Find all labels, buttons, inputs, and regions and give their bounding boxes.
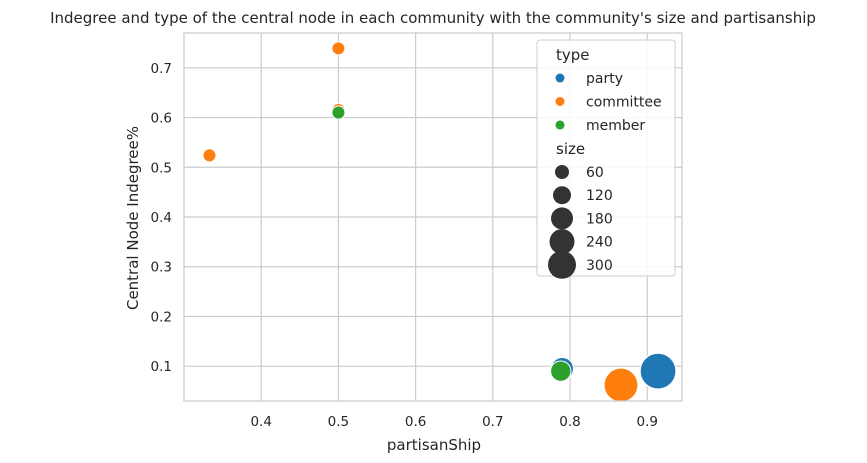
y-tick-labels: 0.1 0.2 0.3 0.4 0.5 0.6 0.7 [151, 61, 172, 375]
data-point-committee [603, 367, 639, 403]
y-tick-label: 0.6 [151, 111, 172, 127]
x-tick-label: 0.6 [405, 414, 426, 430]
legend-size-marker [549, 229, 575, 255]
x-tick-label: 0.5 [328, 414, 349, 430]
legend-size-label: 120 [586, 188, 613, 204]
legend-party-label: party [586, 71, 623, 87]
data-point-party [639, 352, 677, 390]
legend-party-marker [555, 73, 565, 83]
y-axis-label: Central Node Indegree% [124, 126, 142, 310]
x-axis-label: partisanShip [387, 436, 481, 454]
legend-size-marker [551, 207, 573, 230]
x-tick-label: 0.4 [250, 414, 271, 430]
legend-size-label: 300 [586, 258, 613, 274]
y-tick-label: 0.4 [151, 210, 172, 226]
legend-size-marker [553, 186, 571, 205]
legend-type-title: type [556, 46, 590, 64]
legend-size-marker [548, 250, 576, 279]
data-point-member [331, 105, 346, 120]
y-tick-label: 0.2 [151, 309, 172, 325]
y-tick-label: 0.1 [151, 359, 172, 375]
legend-committee-label: committee [586, 95, 662, 111]
x-tick-label: 0.7 [482, 414, 503, 430]
y-tick-label: 0.5 [151, 160, 172, 176]
plot-frame [183, 32, 683, 402]
legend-size-title: size [556, 140, 585, 158]
data-point-committee [202, 148, 217, 163]
legend-size-label: 180 [586, 211, 613, 227]
x-tick-labels: 0.4 0.5 0.6 0.7 0.8 0.9 [250, 414, 658, 430]
y-tick-label: 0.7 [151, 61, 172, 77]
legend-member-marker [555, 120, 565, 130]
legend-member-label: member [586, 118, 645, 134]
y-tick-label: 0.3 [151, 260, 172, 276]
legend-size-marker [555, 165, 569, 179]
x-tick-label: 0.9 [637, 414, 658, 430]
data-point-committee [331, 41, 346, 56]
data-point-member [550, 360, 572, 382]
chart-title: Indegree and type of the central node in… [50, 9, 816, 27]
x-tick-label: 0.8 [559, 414, 580, 430]
data-points [202, 41, 677, 403]
legend-committee-marker [555, 97, 565, 106]
legend-size-label: 60 [586, 165, 604, 181]
legend-size-label: 240 [586, 235, 613, 251]
